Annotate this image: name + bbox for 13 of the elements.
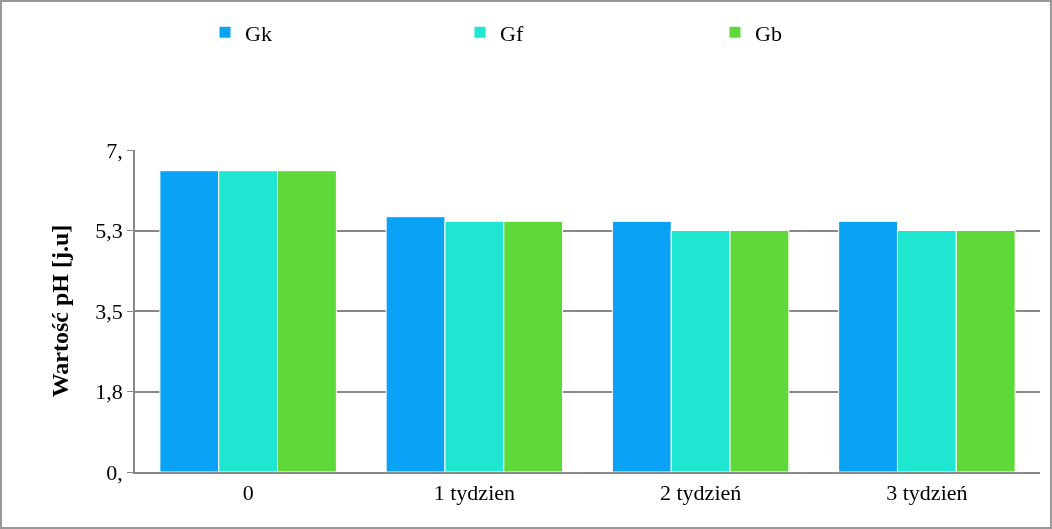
x-tick-label: 3 tydzień: [886, 480, 968, 506]
x-tick-label: 0: [242, 480, 254, 506]
y-tick-label: 1,8: [95, 379, 123, 405]
legend-label: Gf: [500, 20, 524, 46]
x-tick-label: 2 tydzień: [660, 480, 742, 506]
legend-label: Gk: [245, 20, 272, 46]
y-tick-label: 0,: [106, 459, 123, 485]
x-tick-label: 1 tydzien: [433, 480, 516, 506]
legend-label: Gb: [755, 20, 782, 46]
y-axis-title: Wartość pH [j.u]: [46, 224, 73, 398]
y-tick-label: 5,3: [95, 218, 123, 244]
y-tick-label: 7,: [106, 137, 123, 163]
y-tick-label: 3,5: [95, 298, 123, 324]
